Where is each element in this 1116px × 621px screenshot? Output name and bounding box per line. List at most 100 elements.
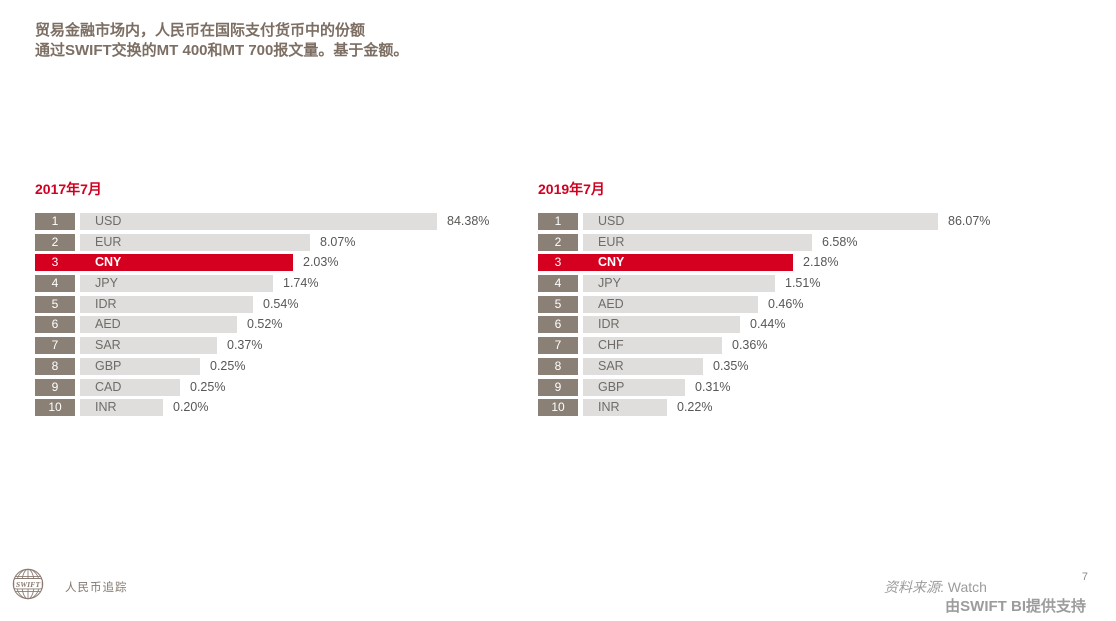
swift-logo-text: SWIFT — [16, 580, 40, 589]
chart-2019-07: 2019年7月 1 USD 86.07% 2 EUR 6.58% 3 CNY 2.18% 4 JPY… — [538, 179, 1043, 420]
rank-badge: 1 — [35, 213, 75, 230]
chart-row-sar: 8 SAR 0.35% — [538, 357, 1043, 375]
value-label: 0.25% — [210, 358, 246, 373]
bar-chf: CHF — [583, 337, 722, 355]
rank-badge: 7 — [35, 337, 75, 355]
slide-title-block: 贸易金融市场内，人民币在国际支付货币中的份额 通过SWIFT交换的MT 400和… — [35, 21, 408, 61]
slide-title-line1: 贸易金融市场内，人民币在国际支付货币中的份额 — [35, 22, 366, 39]
page-number: 7 — [1081, 571, 1088, 583]
bar-cny: CNY — [80, 254, 293, 272]
badge-bar-gap — [75, 254, 80, 272]
value-label: 2.03% — [303, 255, 339, 270]
bar-usd: USD — [583, 213, 938, 230]
bar-sar: SAR — [80, 337, 217, 355]
value-label: 0.37% — [227, 338, 263, 353]
value-label: 0.52% — [247, 317, 283, 332]
bar-aed: AED — [583, 295, 758, 313]
value-label: 0.54% — [263, 296, 299, 311]
value-label: 8.07% — [320, 234, 356, 249]
bar-eur: EUR — [583, 233, 812, 251]
value-label: 84.38% — [447, 214, 490, 228]
value-label: 1.51% — [785, 276, 821, 291]
bar-idr: IDR — [80, 295, 253, 313]
value-label: 0.35% — [713, 358, 749, 373]
rank-badge: 6 — [538, 316, 578, 334]
value-label: 0.22% — [677, 400, 713, 415]
chart-row-inr: 10 INR 0.20% — [35, 399, 540, 417]
chart-row-eur: 2 EUR 8.07% — [35, 233, 540, 251]
rank-badge: 4 — [538, 275, 578, 293]
bar-gbp: GBP — [80, 357, 200, 375]
bar-idr: IDR — [583, 316, 740, 334]
value-label: 0.46% — [768, 296, 804, 311]
chart-row-sar: 7 SAR 0.37% — [35, 337, 540, 355]
rank-badge: 5 — [538, 295, 578, 313]
source-value: : Watch — [940, 579, 987, 595]
bar-aed: AED — [80, 316, 237, 334]
chart-title-2019: 2019年7月 — [538, 181, 605, 197]
chart-row-jpy: 4 JPY 1.51% — [538, 275, 1043, 293]
rank-badge: 8 — [538, 357, 578, 375]
chart-rows-2017: 1 USD 84.38% 2 EUR 8.07% 3 CNY 2.03% 4 JPY 1.74% 5 ID… — [35, 213, 540, 417]
chart-row-eur: 2 EUR 6.58% — [538, 233, 1043, 251]
chart-row-idr: 6 IDR 0.44% — [538, 316, 1043, 334]
bar-cny: CNY — [583, 254, 793, 272]
rank-badge: 9 — [538, 378, 578, 396]
rank-badge: 2 — [538, 233, 578, 251]
chart-row-inr: 10 INR 0.22% — [538, 399, 1043, 417]
bar-cad: CAD — [80, 378, 180, 396]
rank-badge: 4 — [35, 275, 75, 293]
chart-row-gbp: 8 GBP 0.25% — [35, 357, 540, 375]
badge-bar-gap — [578, 254, 583, 272]
bar-sar: SAR — [583, 357, 703, 375]
rank-badge: 8 — [35, 357, 75, 375]
bar-jpy: JPY — [80, 275, 273, 293]
brand-label: 人民币追踪 — [65, 581, 128, 594]
chart-rows-2019: 1 USD 86.07% 2 EUR 6.58% 3 CNY 2.18% 4 JPY 1.51% 5 AE… — [538, 213, 1043, 417]
bar-inr: INR — [583, 399, 667, 417]
value-label: 0.31% — [695, 379, 731, 394]
source-line: 资料来源: Watch — [884, 577, 987, 597]
chart-row-usd: 1 USD 86.07% — [538, 213, 1043, 230]
chart-row-cny: 3 CNY 2.03% — [35, 254, 540, 272]
value-label: 2.18% — [803, 255, 839, 270]
footer-brand-block: SWIFT 人民币追踪 — [9, 565, 128, 608]
chart-row-cad: 9 CAD 0.25% — [35, 378, 540, 396]
powered-by-line: 由SWIFT BI提供支持 — [945, 598, 1086, 615]
value-label: 6.58% — [822, 234, 858, 249]
rank-badge: 3 — [538, 254, 578, 272]
chart-title-2017: 2017年7月 — [35, 181, 102, 197]
rank-badge: 9 — [35, 378, 75, 396]
chart-row-idr: 5 IDR 0.54% — [35, 295, 540, 313]
value-label: 86.07% — [948, 214, 991, 228]
rank-badge: 5 — [35, 295, 75, 313]
slide-title-line2: 通过SWIFT交换的MT 400和MT 700报文量。基于金额。 — [35, 42, 409, 59]
chart-row-cny: 3 CNY 2.18% — [538, 254, 1043, 272]
value-label: 0.25% — [190, 379, 226, 394]
bar-inr: INR — [80, 399, 163, 417]
chart-row-jpy: 4 JPY 1.74% — [35, 275, 540, 293]
value-label: 0.20% — [173, 400, 209, 415]
chart-2017-07: 2017年7月 1 USD 84.38% 2 EUR 8.07% 3 CNY 2.03% 4 JPY… — [35, 179, 540, 420]
rank-badge: 7 — [538, 337, 578, 355]
bar-gbp: GBP — [583, 378, 685, 396]
rank-badge: 2 — [35, 233, 75, 251]
chart-row-usd: 1 USD 84.38% — [35, 213, 540, 230]
chart-row-chf: 7 CHF 0.36% — [538, 337, 1043, 355]
bar-usd: USD — [80, 213, 437, 230]
swift-globe-logo-icon: SWIFT — [9, 565, 47, 608]
source-label: 资料来源 — [884, 581, 940, 596]
bar-jpy: JPY — [583, 275, 775, 293]
rank-badge: 6 — [35, 316, 75, 334]
value-label: 0.36% — [732, 338, 768, 353]
rank-badge: 3 — [35, 254, 75, 272]
chart-row-gbp: 9 GBP 0.31% — [538, 378, 1043, 396]
chart-row-aed: 5 AED 0.46% — [538, 295, 1043, 313]
value-label: 1.74% — [283, 276, 319, 291]
rank-badge: 10 — [538, 399, 578, 417]
bar-eur: EUR — [80, 233, 310, 251]
rank-badge: 10 — [35, 399, 75, 417]
rank-badge: 1 — [538, 213, 578, 230]
value-label: 0.44% — [750, 317, 786, 332]
chart-row-aed: 6 AED 0.52% — [35, 316, 540, 334]
